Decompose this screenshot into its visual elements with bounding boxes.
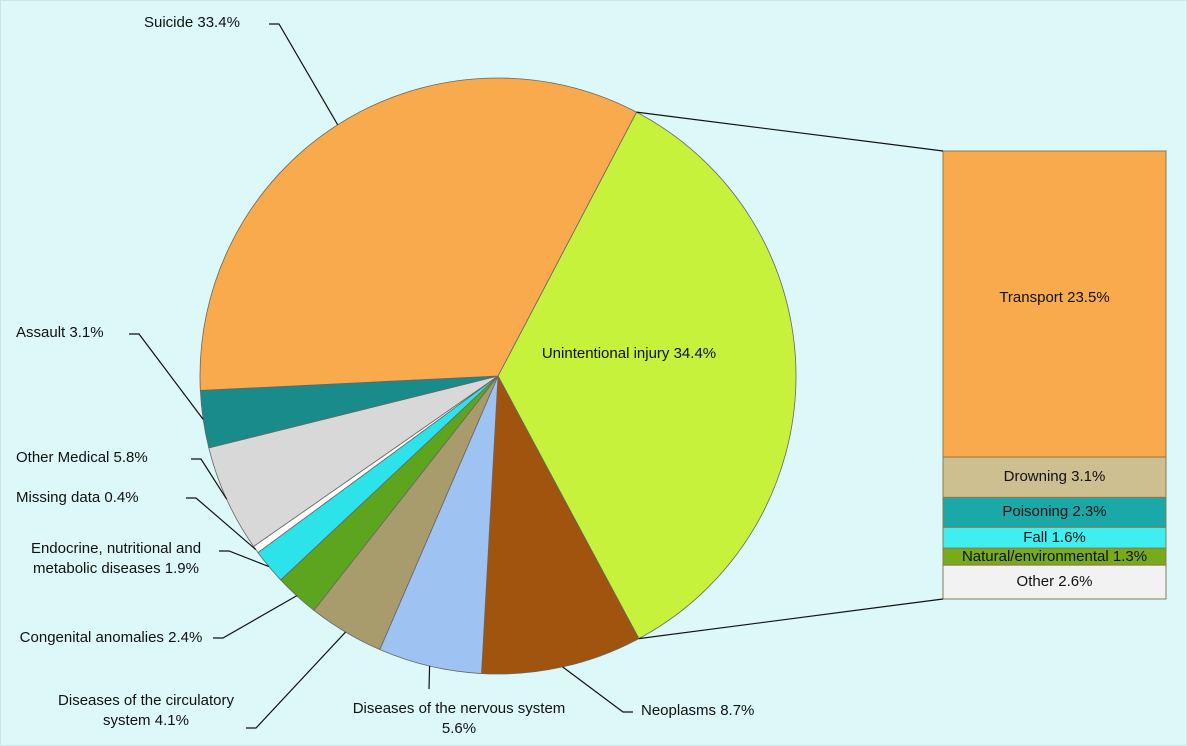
slice-label: Diseases of the circulatory system 4.1% xyxy=(36,691,256,731)
leader-line xyxy=(562,666,633,713)
label-name: Suicide xyxy=(144,14,194,31)
leader-line xyxy=(213,595,298,639)
label-name: Congenital anomalies xyxy=(19,629,164,646)
label-value: 1.3% xyxy=(1112,547,1148,565)
leader-line xyxy=(129,333,204,420)
label-name: Diseases of the nervous system xyxy=(352,700,566,717)
label-value: 34.4% xyxy=(673,345,717,362)
pie-slice xyxy=(481,374,640,675)
label-name: Endocrine, nutritional and metabolic dis… xyxy=(30,540,202,577)
label-name: Other Medical xyxy=(16,449,110,466)
bar-segment xyxy=(942,496,1167,528)
label-value: 1.6% xyxy=(1051,528,1086,546)
label-value: 2.6% xyxy=(1058,573,1093,591)
slice-label: Other Medical 5.8% xyxy=(16,448,148,468)
slice-label: Suicide 33.4% xyxy=(144,13,240,33)
label-value: 4.1% xyxy=(154,712,189,729)
label-value: 2.3% xyxy=(1072,503,1107,521)
label-value: 23.5% xyxy=(1067,289,1110,307)
pie-slice xyxy=(497,111,797,640)
pie-slice xyxy=(199,77,638,391)
leader-line xyxy=(269,23,339,126)
leader-line xyxy=(186,497,257,550)
label-name: Fall xyxy=(1023,528,1048,546)
connector xyxy=(638,598,944,640)
label-name: Drowning xyxy=(1003,468,1067,486)
slice-label: Endocrine, nutritional and metabolic dis… xyxy=(6,539,226,579)
bar-label: Poisoning 2.3% xyxy=(943,503,1166,521)
label-value: 5.8% xyxy=(113,449,148,466)
label-value: 33.4% xyxy=(197,14,240,31)
bar-segment xyxy=(942,456,1167,498)
bar-label: Transport 23.5% xyxy=(943,289,1166,307)
leader-line xyxy=(246,631,347,729)
slice-label: Neoplasms 8.7% xyxy=(641,701,754,721)
label-value: 2.4% xyxy=(168,629,203,646)
label-name: Unintentional injury xyxy=(541,345,670,362)
label-value: 8.7% xyxy=(720,702,755,719)
label-value: 5.6% xyxy=(441,720,477,737)
slice-label: Assault 3.1% xyxy=(16,323,104,343)
label-value: 1.9% xyxy=(164,560,199,577)
label-name: Missing data xyxy=(16,489,101,506)
bar-label: Natural/environmental 1.3% xyxy=(943,548,1166,566)
slice-label: Missing data 0.4% xyxy=(16,488,139,508)
leader-line xyxy=(191,458,228,500)
leader-line xyxy=(219,550,270,568)
slice-label: Unintentional injury 34.4% xyxy=(539,344,719,364)
label-name: Diseases of the circulatory system xyxy=(58,692,234,729)
slice-label: Congenital anomalies 2.4% xyxy=(6,628,216,648)
bar-segment xyxy=(942,150,1167,458)
label-name: Natural/environmental xyxy=(961,547,1109,565)
bar-label: Other 2.6% xyxy=(943,573,1166,591)
connector xyxy=(636,111,944,152)
bar-segment xyxy=(942,564,1167,600)
leader-line xyxy=(428,666,431,690)
label-value: 3.1% xyxy=(1071,468,1106,486)
bar-label: Fall 1.6% xyxy=(943,529,1166,547)
label-name: Assault xyxy=(16,324,66,341)
bar-label: Drowning 3.1% xyxy=(943,468,1166,486)
label-name: Transport xyxy=(999,289,1063,307)
label-name: Other xyxy=(1016,573,1055,591)
label-value: 3.1% xyxy=(69,324,104,341)
slice-label: Diseases of the nervous system 5.6% xyxy=(339,699,579,739)
label-name: Neoplasms xyxy=(641,702,717,719)
label-name: Poisoning xyxy=(1002,503,1069,521)
label-value: 0.4% xyxy=(104,489,139,506)
